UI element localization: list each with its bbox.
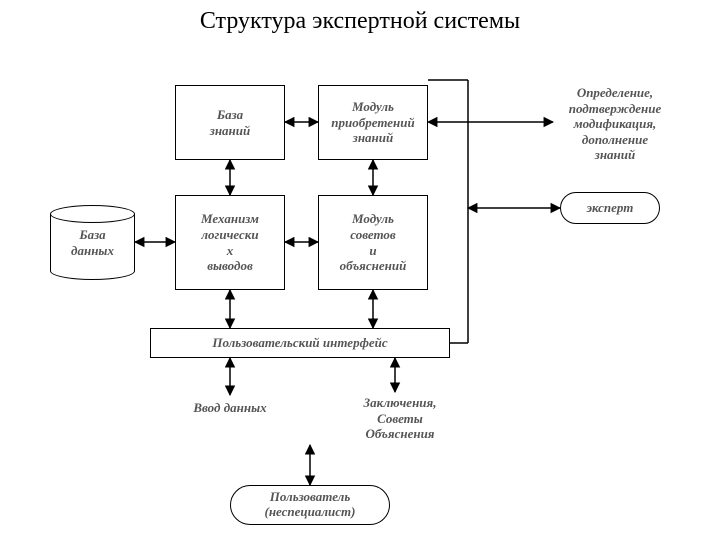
node-advice-module-label: Модульсоветовиобъяснений bbox=[340, 211, 407, 273]
node-advice-module: Модульсоветовиобъяснений bbox=[318, 195, 428, 290]
node-expert: эксперт bbox=[560, 192, 660, 224]
node-knowledge-base: Базазнаний bbox=[175, 85, 285, 160]
node-database: Базаданных bbox=[50, 205, 135, 280]
node-user-interface-label: Пользовательский интерфейс bbox=[212, 335, 387, 351]
node-inference-engine-label: Механизмлогическихвыводов bbox=[201, 211, 259, 273]
node-knowledge-base-label: Базазнаний bbox=[210, 107, 250, 138]
node-database-label: Базаданных bbox=[71, 227, 114, 259]
page-title: Структура экспертной системы bbox=[0, 8, 720, 35]
node-acquisition-module: Модульприобретенийзнаний bbox=[318, 85, 428, 160]
node-acquisition-module-label: Модульприобретенийзнаний bbox=[331, 99, 414, 146]
label-definitions: Определение,подтверждениемодификация,доп… bbox=[555, 85, 675, 163]
node-user-label: Пользователь(неспециалист) bbox=[265, 490, 356, 520]
node-user: Пользователь(неспециалист) bbox=[230, 485, 390, 525]
node-expert-label: эксперт bbox=[587, 201, 634, 216]
label-output: Заключения,СоветыОбъяснения bbox=[335, 395, 465, 442]
node-inference-engine: Механизмлогическихвыводов bbox=[175, 195, 285, 290]
label-input: Ввод данных bbox=[170, 400, 290, 416]
node-user-interface: Пользовательский интерфейс bbox=[150, 328, 450, 358]
